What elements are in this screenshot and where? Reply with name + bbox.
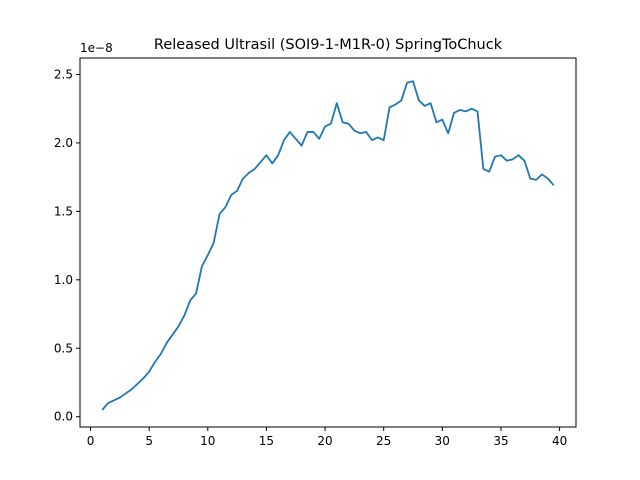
x-tick-label: 40 (552, 434, 567, 448)
x-tick-label: 0 (87, 434, 95, 448)
y-tick-label: 0.5 (54, 341, 73, 355)
plot-frame (79, 57, 577, 428)
y-axis: 0.0 0.5 1.0 1.5 2.0 2.5 (54, 67, 80, 424)
y-tick-label: 1.5 (54, 204, 73, 218)
chart-title: Released Ultrasil (SOI9-1-M1R-0) SpringT… (154, 37, 503, 53)
series-layer (101, 80, 555, 411)
x-tick-label: 5 (145, 434, 153, 448)
y-tick-label: 2.0 (54, 136, 73, 150)
x-tick-label: 20 (317, 434, 332, 448)
x-tick-label: 10 (200, 434, 215, 448)
y-tick-label: 1.0 (54, 273, 73, 287)
y-axis-offset-label: 1e−8 (80, 41, 113, 55)
y-tick-label: 2.5 (54, 67, 73, 81)
x-tick-label: 30 (435, 434, 450, 448)
x-tick-label: 15 (259, 434, 274, 448)
x-tick-label: 35 (493, 434, 508, 448)
series-line (101, 80, 555, 411)
x-axis: 0 5 10 15 20 25 30 35 40 (87, 427, 567, 448)
x-tick-label: 25 (376, 434, 391, 448)
y-tick-label: 0.0 (54, 410, 73, 424)
